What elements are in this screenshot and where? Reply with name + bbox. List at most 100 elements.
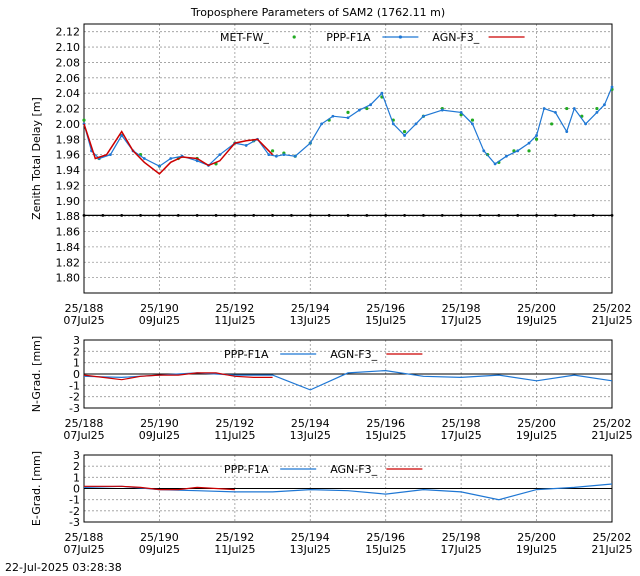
data-point <box>369 103 373 107</box>
legend-entry: AGN-F3_ <box>330 348 423 361</box>
legend-label: PPP-F1A <box>224 463 269 476</box>
legend-label: AGN-F3_ <box>432 31 479 44</box>
plot-frame <box>83 454 613 523</box>
data-point <box>595 110 599 114</box>
data-point <box>327 213 331 217</box>
series-agn-f3 <box>83 372 273 381</box>
data-point <box>346 110 350 114</box>
x-tick-date: 11Jul25 <box>214 543 255 556</box>
x-tick-doy: 25/196 <box>366 531 405 544</box>
legend-label: AGN-F3_ <box>330 463 377 476</box>
legend-symbol <box>292 35 296 39</box>
data-point <box>572 213 576 217</box>
data-point <box>252 213 256 217</box>
x-tick-doy: 25/188 <box>65 531 104 544</box>
series-agn-f3 <box>83 123 274 175</box>
data-point <box>527 141 531 145</box>
x-tick-date: 07Jul25 <box>63 429 104 442</box>
data-point <box>402 130 407 134</box>
data-point <box>414 122 418 126</box>
panel-1: 1.80 1.82 1.84 1.86 1.88 1.90 1.92 1.94 1.96 1.98… <box>30 23 633 327</box>
data-point <box>497 213 501 217</box>
x-tick-doy: 25/192 <box>216 531 255 544</box>
panels: 1.80 1.82 1.84 1.86 1.88 1.90 1.92 1.94 1.96 1.98… <box>30 23 633 556</box>
legend-entry: PPP-F1A <box>326 31 419 44</box>
y-tick-label: 2.02 <box>56 103 81 116</box>
series-line <box>83 372 273 381</box>
y-tick-label: 2 <box>73 460 80 473</box>
x-tick-doy: 25/190 <box>140 417 179 430</box>
data-point <box>459 213 463 217</box>
footer-timestamp: 22-Jul-2025 03:28:38 <box>5 561 122 574</box>
chart-title: Troposphere Parameters of SAM2 (1762.11 … <box>190 6 445 19</box>
data-point <box>274 154 278 158</box>
data-point <box>331 114 335 118</box>
series-line <box>83 86 613 167</box>
data-point <box>308 213 312 217</box>
y-tick-label: 2.00 <box>56 118 81 131</box>
x-tick-doy: 25/194 <box>291 302 330 315</box>
y-tick-label: -2 <box>69 505 80 518</box>
data-point <box>550 122 554 126</box>
x-tick-date: 19Jul25 <box>516 543 557 556</box>
data-point <box>195 159 199 163</box>
data-point <box>440 108 444 112</box>
legend-label: MET-FW_ <box>220 31 269 44</box>
data-point <box>176 213 180 217</box>
series-agn-f3 <box>84 485 235 491</box>
y-tick-label: 2.10 <box>56 41 81 54</box>
data-point <box>610 213 614 217</box>
y-tick-label: -1 <box>69 379 80 392</box>
data-point <box>346 213 350 217</box>
series-line <box>83 123 274 175</box>
legend-symbol-point <box>398 35 402 39</box>
data-point <box>270 149 275 153</box>
x-tick-date: 09Jul25 <box>139 429 180 442</box>
y-tick-label: 3 <box>73 334 80 347</box>
x-tick-date: 09Jul25 <box>139 543 180 556</box>
x-tick-date: 15Jul25 <box>365 314 406 327</box>
data-point <box>267 153 271 157</box>
data-point <box>290 213 293 217</box>
y-tick-label: 0 <box>73 368 80 381</box>
x-tick-date: 15Jul25 <box>365 429 406 442</box>
y-tick-label: -1 <box>69 494 80 507</box>
data-point <box>527 149 531 153</box>
data-point <box>365 106 369 111</box>
data-point <box>320 122 323 126</box>
y-tick-label: 1.90 <box>56 195 81 208</box>
data-point <box>384 213 388 217</box>
y-axis-label: N-Grad. [mm] <box>30 336 43 412</box>
x-tick-date: 19Jul25 <box>516 314 557 327</box>
x-tick-date: 13Jul25 <box>290 314 331 327</box>
x-tick-doy: 25/192 <box>216 417 255 430</box>
data-point <box>101 213 105 217</box>
data-point <box>422 213 425 217</box>
x-tick-date: 15Jul25 <box>365 543 406 556</box>
x-tick-doy: 25/200 <box>517 531 556 544</box>
data-point <box>603 103 606 107</box>
plot-frame <box>83 23 613 294</box>
data-point <box>365 213 369 217</box>
y-tick-label: 1.92 <box>56 179 81 192</box>
data-point <box>572 107 576 110</box>
legend-entry: AGN-F3_ <box>432 31 525 44</box>
data-point <box>565 106 569 111</box>
data-point <box>542 107 546 110</box>
x-tick-doy: 25/190 <box>140 531 179 544</box>
data-point <box>440 213 444 217</box>
data-point <box>595 106 599 111</box>
data-point <box>158 164 161 168</box>
data-point <box>516 213 520 217</box>
x-tick-doy: 25/198 <box>442 302 481 315</box>
series-ppp-f1a <box>83 369 613 391</box>
x-tick-date: 07Jul25 <box>63 543 104 556</box>
y-tick-label: 3 <box>73 449 80 462</box>
legend-entry: MET-FW_ <box>220 31 296 44</box>
x-tick-doy: 25/194 <box>291 417 330 430</box>
x-tick-date: 13Jul25 <box>290 429 331 442</box>
y-tick-label: 1.88 <box>56 210 81 223</box>
x-tick-date: 13Jul25 <box>290 543 331 556</box>
